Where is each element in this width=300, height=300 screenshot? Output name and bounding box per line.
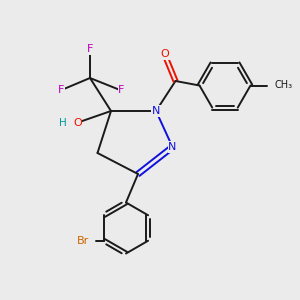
Text: O: O [73, 118, 82, 128]
Text: N: N [152, 106, 160, 116]
Text: O: O [160, 49, 169, 59]
Text: CH₃: CH₃ [274, 80, 292, 91]
Text: F: F [118, 85, 125, 95]
Text: F: F [87, 44, 93, 55]
Text: H: H [59, 118, 67, 128]
Text: N: N [168, 142, 177, 152]
Text: F: F [58, 85, 65, 95]
Text: Br: Br [77, 236, 89, 246]
